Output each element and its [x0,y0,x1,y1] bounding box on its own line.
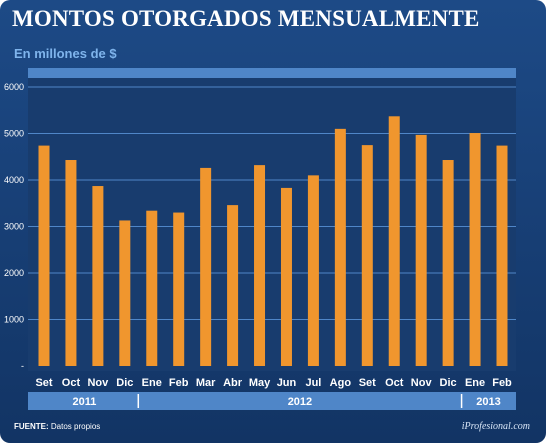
source-label: FUENTE: [14,422,49,431]
bar-14 [415,134,427,366]
brand-logo: iProfesional.com [461,421,530,432]
year-groups: 2011 2012 2013 [72,394,501,408]
source-text: Datos propios [50,422,101,431]
bar-9 [280,187,292,366]
x-category-label: Jul [305,377,321,389]
bar-6 [200,167,212,366]
x-category-label: Abr [223,377,243,389]
chart-title: MONTOS OTORGADOS MENSUALMENTE [12,6,480,31]
y-tick-label: 6000 [4,82,24,92]
x-category-label: Ene [142,377,162,389]
bar-2 [92,186,104,366]
x-category-label: Set [359,377,376,389]
x-category-label: Dic [440,377,457,389]
bar-7 [227,205,239,366]
plot-area [28,78,516,371]
x-category-label: Feb [169,377,189,389]
y-axis-ticks: - 1000 2000 3000 4000 5000 6000 [4,82,24,371]
bar-15 [442,160,454,366]
x-category-label: Ago [330,377,352,389]
bar-16 [469,133,481,366]
bar-3 [119,220,131,366]
x-category-label: Jun [277,377,297,389]
y-tick-label: 3000 [4,222,24,232]
y-tick-label: 4000 [4,175,24,185]
x-category-label: Oct [385,377,404,389]
year-label: 2011 [72,396,96,408]
chart-subtitle: En millones de $ [14,46,117,61]
bar-5 [173,212,185,366]
bar-13 [388,116,400,366]
x-category-label: May [249,377,271,389]
x-category-label: Oct [62,377,81,389]
y-tick-label: - [21,361,24,371]
plot-top-band [28,68,516,78]
x-axis-categories: Set Oct Nov Dic Ene Feb Mar Abr May Jun Jul Ago Set O… [35,377,512,389]
x-category-label: Feb [492,377,512,389]
x-category-label: Nov [411,377,433,389]
bar-11 [334,128,346,366]
bar-0 [38,145,50,366]
bars [38,116,508,366]
x-category-label: Set [35,377,52,389]
bar-12 [361,145,373,366]
y-tick-label: 5000 [4,129,24,139]
x-category-label: Mar [196,377,216,389]
footer-source: FUENTE: Datos propios [14,422,100,431]
year-label: 2013 [476,396,500,408]
bar-1 [65,160,77,366]
x-category-label: Nov [87,377,109,389]
bar-8 [254,165,266,366]
bar-10 [307,175,319,366]
bar-4 [146,210,158,366]
x-category-label: Dic [116,377,133,389]
y-tick-label: 1000 [4,315,24,325]
gridlines [28,86,516,320]
x-category-label: Ene [465,377,485,389]
year-band [28,392,516,410]
bar-17 [496,145,508,366]
year-label: 2012 [288,396,312,408]
y-tick-label: 2000 [4,268,24,278]
